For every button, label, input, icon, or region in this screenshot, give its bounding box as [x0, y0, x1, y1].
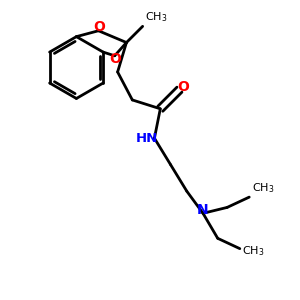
Text: CH$_3$: CH$_3$ [252, 181, 274, 195]
Text: O: O [93, 20, 105, 34]
Text: HN: HN [136, 132, 158, 145]
Text: O: O [177, 80, 189, 94]
Text: CH$_3$: CH$_3$ [242, 244, 265, 258]
Text: N: N [197, 203, 209, 217]
Text: O: O [109, 52, 121, 66]
Text: CH$_3$: CH$_3$ [145, 10, 167, 24]
